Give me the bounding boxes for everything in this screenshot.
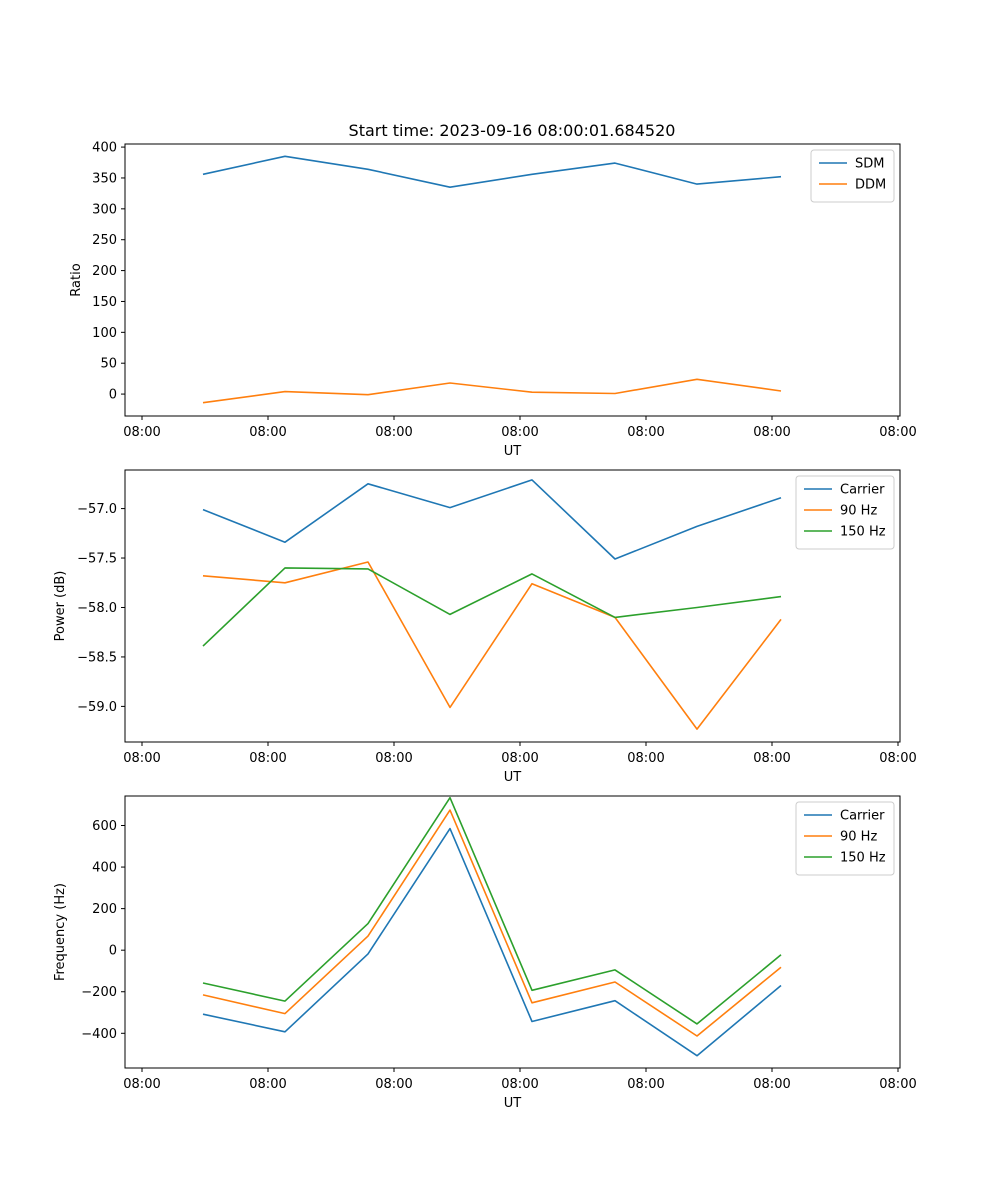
- x-tick-label: 08:00: [879, 425, 916, 440]
- x-tick-label: 08:00: [375, 1077, 412, 1092]
- legend-label: Carrier: [840, 809, 885, 824]
- y-tick-label: 350: [92, 171, 117, 186]
- legend-label: 150 Hz: [840, 525, 886, 540]
- y-tick-label: −57.5: [77, 552, 117, 567]
- y-tick-label: 200: [92, 264, 117, 279]
- legend-label: 90 Hz: [840, 830, 877, 845]
- legend-label: DDM: [855, 178, 886, 193]
- x-tick-label: 08:00: [123, 751, 160, 766]
- y-tick-label: −57.0: [77, 502, 117, 517]
- legend-label: 90 Hz: [840, 504, 877, 519]
- x-tick-label: 08:00: [501, 1077, 538, 1092]
- y-axis-label: Power (dB): [53, 571, 68, 642]
- axes-frame: [124, 795, 901, 1069]
- legend: Carrier 90 Hz 150 Hz: [795, 801, 895, 876]
- x-axis-label: UT: [504, 1096, 522, 1111]
- x-tick-label: 08:00: [375, 751, 412, 766]
- y-tick-label: 0: [109, 388, 117, 403]
- x-tick-label: 08:00: [501, 425, 538, 440]
- x-tick-label: 08:00: [123, 1077, 160, 1092]
- x-tick-label: 08:00: [879, 1077, 916, 1092]
- x-tick-label: 08:00: [249, 751, 286, 766]
- legend: SDM DDM: [810, 149, 895, 203]
- y-tick-label: 250: [92, 233, 117, 248]
- series-line-carrier: [202, 827, 782, 1057]
- y-tick-label: −58.0: [77, 601, 117, 616]
- legend-label: 150 Hz: [840, 851, 886, 866]
- y-tick-label: 400: [92, 141, 117, 156]
- y-tick-label: 400: [92, 861, 117, 876]
- x-tick-label: 08:00: [627, 1077, 664, 1092]
- panel-1: 0 50 100 150 200 250 300 350 400 08:00 08:00 08:00 0…: [69, 141, 917, 459]
- panel-3: −400 −200 0 200 400 600 08:00 08:00 08:00 08:00 08…: [53, 795, 917, 1111]
- series-line-carrier: [202, 479, 782, 560]
- series-line-90-hz: [202, 561, 782, 730]
- series-line-90-hz: [202, 809, 782, 1037]
- x-tick-label: 08:00: [753, 751, 790, 766]
- y-tick-label: −58.5: [77, 650, 117, 665]
- x-tick-label: 08:00: [249, 425, 286, 440]
- axes-frame: [124, 143, 901, 417]
- y-axis-label: Ratio: [69, 263, 84, 296]
- y-tick-label: 150: [92, 295, 117, 310]
- y-tick-label: −59.0: [77, 700, 117, 715]
- panel-2: −59.0 −58.5 −58.0 −57.5 −57.0 08:00 08:00 08:00…: [53, 469, 917, 785]
- legend-label: Carrier: [840, 483, 885, 498]
- x-axis-label: UT: [504, 444, 522, 459]
- legend-label: SDM: [855, 157, 884, 172]
- y-tick-label: 300: [92, 202, 117, 217]
- x-axis-label: UT: [504, 770, 522, 785]
- y-tick-label: −400: [81, 1027, 117, 1042]
- x-tick-label: 08:00: [879, 751, 916, 766]
- series-line-ddm: [202, 378, 782, 404]
- y-tick-label: 200: [92, 902, 117, 917]
- x-tick-label: 08:00: [249, 1077, 286, 1092]
- x-tick-label: 08:00: [501, 751, 538, 766]
- x-tick-label: 08:00: [753, 1077, 790, 1092]
- axes-frame: [124, 469, 901, 743]
- series-line-sdm: [202, 155, 782, 188]
- x-tick-label: 08:00: [753, 425, 790, 440]
- x-tick-label: 08:00: [123, 425, 160, 440]
- y-tick-label: 50: [100, 357, 117, 372]
- series-line-150-hz: [202, 796, 782, 1025]
- y-tick-label: −200: [81, 985, 117, 1000]
- x-tick-label: 08:00: [627, 751, 664, 766]
- x-tick-label: 08:00: [627, 425, 664, 440]
- figure-title: Start time: 2023-09-16 08:00:01.684520: [349, 121, 676, 140]
- y-tick-label: 600: [92, 819, 117, 834]
- legend: Carrier 90 Hz 150 Hz: [795, 475, 895, 550]
- y-tick-label: 0: [109, 944, 117, 959]
- y-tick-label: 100: [92, 326, 117, 341]
- series-line-150-hz: [202, 567, 782, 647]
- y-axis-label: Frequency (Hz): [53, 883, 68, 981]
- x-tick-label: 08:00: [375, 425, 412, 440]
